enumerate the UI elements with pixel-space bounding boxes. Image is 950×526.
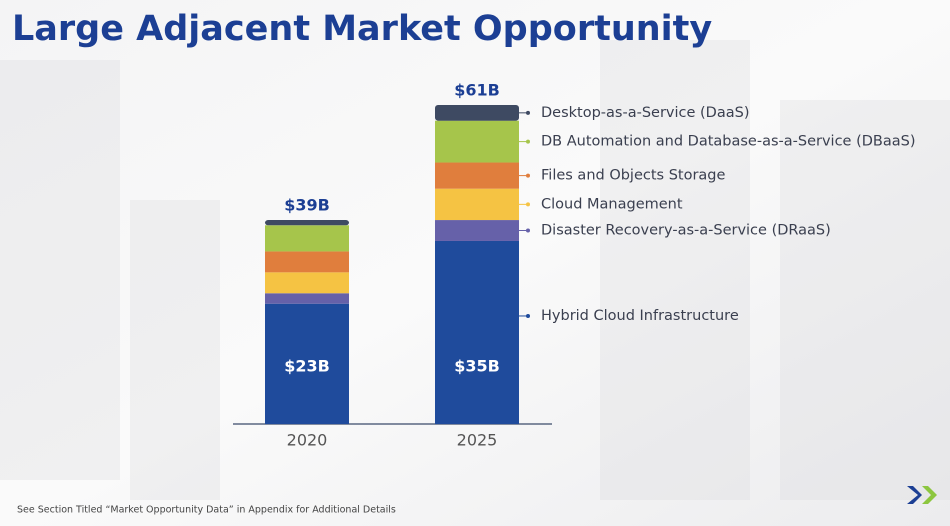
background-buildings (0, 40, 950, 500)
bar-segment (265, 293, 349, 304)
legend-label: Disaster Recovery-as-a-Service (DRaaS) (541, 223, 831, 239)
bar-segment (435, 105, 519, 121)
legend-label: Hybrid Cloud Infrastructure (541, 308, 739, 324)
legend-label: Desktop-as-a-Service (DaaS) (541, 105, 749, 121)
bar-segment (435, 188, 519, 221)
legend-dot (526, 110, 530, 115)
bar-segment (265, 225, 349, 252)
x-tick-label: 2020 (287, 431, 328, 450)
value-label: $23B (284, 357, 330, 376)
bar-segment (265, 272, 349, 294)
bar-segment (435, 220, 519, 241)
bar-segment (435, 162, 519, 189)
bar-segment (265, 303, 349, 424)
total-label: $61B (454, 81, 500, 100)
bar-segment (435, 240, 519, 424)
bar-segment (435, 120, 519, 163)
legend-label: Files and Objects Storage (541, 168, 726, 184)
bar-segment (265, 251, 349, 273)
x-tick-label: 2025 (457, 431, 498, 450)
footnote: See Section Titled “Market Opportunity D… (17, 505, 396, 516)
value-label: $35B (454, 357, 500, 376)
legend-dot (526, 173, 530, 178)
bar-segment (265, 220, 349, 226)
logo (907, 486, 937, 504)
legend-dot (526, 139, 530, 144)
legend-dot (526, 202, 530, 207)
legend-label: DB Automation and Database-as-a-Service … (541, 134, 915, 150)
legend-label: Cloud Management (541, 196, 683, 212)
legend-dot (526, 313, 530, 318)
chart-title: Large Adjacent Market Opportunity (12, 9, 712, 49)
total-label: $39B (284, 196, 330, 215)
legend-dot (526, 228, 530, 233)
